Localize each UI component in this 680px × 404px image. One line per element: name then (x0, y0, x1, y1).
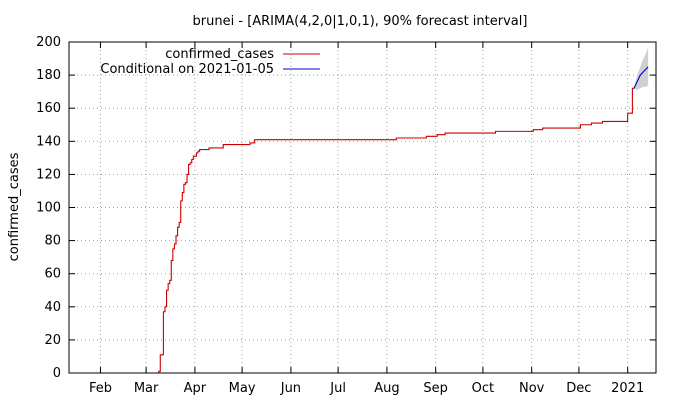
axis-ticks: 0 20 40 60 80 100 120 140 160 180 200 Feb Mar Apr May J… (36, 35, 656, 396)
x-tick-label: Jun (280, 381, 301, 396)
y-tick-label: 160 (36, 101, 61, 116)
y-axis-label: confirmed_cases (7, 152, 22, 261)
y-tick-label: 140 (36, 134, 61, 149)
x-tick-label: Aug (374, 381, 399, 396)
x-tick-label: Mar (134, 381, 159, 396)
legend-label: confirmed_cases (165, 47, 274, 62)
y-tick-label: 20 (44, 333, 61, 348)
y-tick-label: 0 (53, 366, 61, 381)
y-tick-label: 40 (44, 300, 61, 315)
series-layer (157, 66, 649, 374)
series-line-0 (157, 87, 634, 374)
grid-lines (69, 42, 656, 373)
y-tick-label: 120 (36, 167, 61, 182)
x-tick-label: Sep (423, 381, 448, 396)
series-line-1 (633, 66, 649, 89)
y-tick-label: 100 (36, 201, 61, 216)
x-tick-label: May (229, 381, 256, 396)
chart-title: brunei - [ARIMA(4,2,0|1,0,1), 90% foreca… (193, 14, 528, 29)
x-tick-label: Feb (89, 381, 112, 396)
x-tick-label: Apr (184, 381, 207, 396)
x-tick-label: Oct (472, 381, 494, 396)
x-tick-label: 2021 (611, 381, 644, 396)
x-tick-label: Dec (566, 381, 591, 396)
legend-label: Conditional on 2021-01-05 (100, 62, 274, 77)
y-tick-label: 60 (44, 267, 61, 282)
forecast-interval-layer (633, 46, 649, 90)
y-tick-label: 180 (36, 68, 61, 83)
forecast-interval-band (633, 46, 649, 90)
x-tick-label: Jul (329, 381, 346, 396)
x-tick-label: Nov (519, 381, 545, 396)
y-tick-label: 200 (36, 35, 61, 50)
y-tick-label: 80 (44, 234, 61, 249)
